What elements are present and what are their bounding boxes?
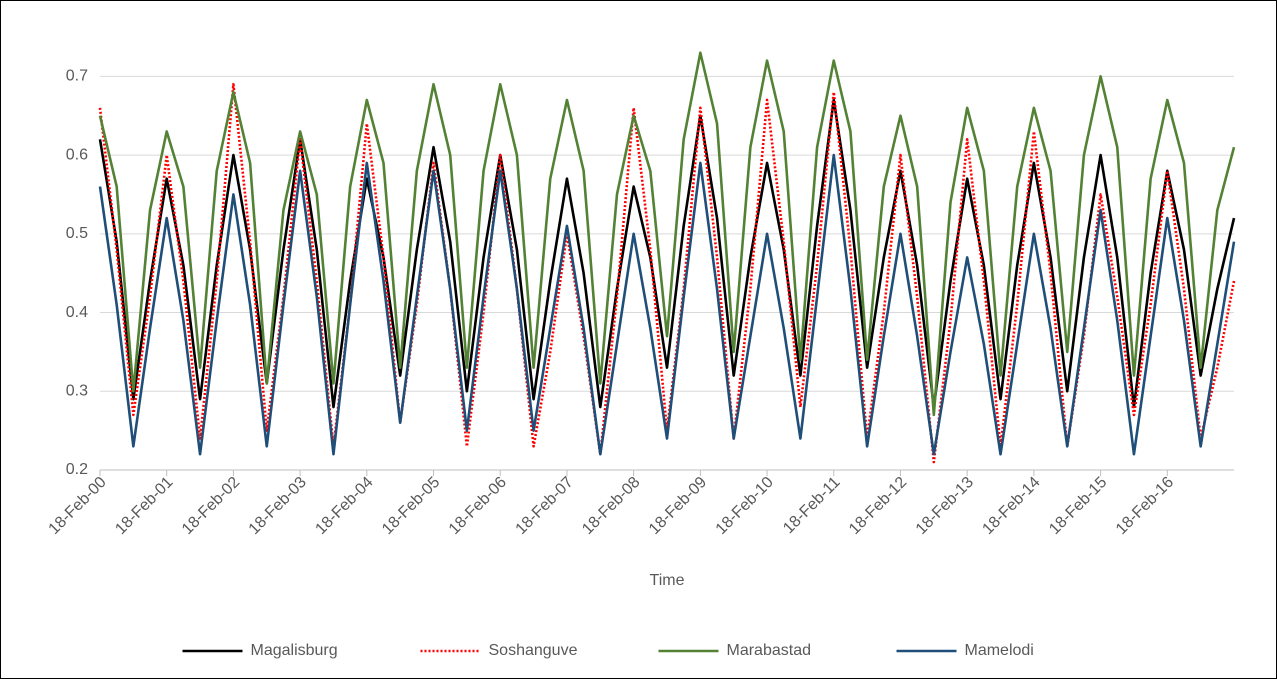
y-tick-label: 0.4 bbox=[66, 304, 88, 321]
legend-label: Magalisburg bbox=[251, 642, 338, 659]
y-tick-label: 0.5 bbox=[66, 225, 88, 242]
legend-label: Soshanguve bbox=[489, 642, 578, 659]
series-line bbox=[98, 98, 1236, 409]
legend-label: Mamelodi bbox=[965, 642, 1034, 659]
x-axis-title: Time bbox=[650, 572, 685, 589]
series-line bbox=[98, 51, 1236, 417]
y-tick-label: 0.7 bbox=[66, 68, 88, 85]
y-tick-label: 0.3 bbox=[66, 382, 88, 399]
y-tick-label: 0.2 bbox=[66, 461, 88, 478]
legend-label: Marabastad bbox=[727, 642, 812, 659]
series-line bbox=[98, 153, 1236, 456]
y-tick-label: 0.6 bbox=[66, 146, 88, 163]
